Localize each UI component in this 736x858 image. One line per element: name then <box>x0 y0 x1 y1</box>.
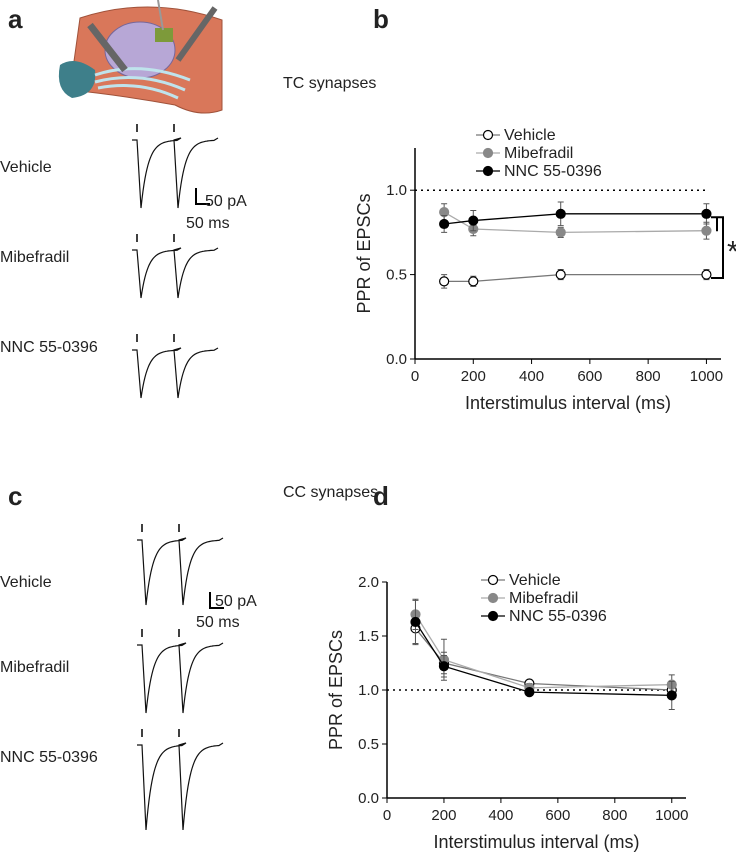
significance-mark: * <box>727 236 736 269</box>
legend-marker <box>482 129 494 141</box>
data-point <box>555 269 566 280</box>
legend-marker <box>482 147 494 159</box>
data-point <box>438 661 450 672</box>
data-point <box>468 276 479 287</box>
trace <box>132 347 219 399</box>
data-point <box>555 208 566 219</box>
x-tick-label: 600 <box>545 807 570 824</box>
scale-label: 50 ms <box>196 614 240 631</box>
trace <box>137 537 224 606</box>
legend-label: Mibefradil <box>504 145 573 162</box>
legend-label: Vehicle <box>504 127 556 144</box>
series-line <box>444 273 707 283</box>
data-point <box>439 218 450 230</box>
data-point <box>439 276 450 287</box>
y-tick-label: 0.5 <box>386 267 407 284</box>
legend-marker <box>487 592 499 604</box>
x-axis-label: Interstimulus interval (ms) <box>433 832 639 852</box>
brain-illustration <box>58 0 223 114</box>
series-line <box>414 614 672 689</box>
x-tick-label: 400 <box>519 368 544 385</box>
x-tick-label: 1000 <box>690 368 723 385</box>
scale-label: 50 ms <box>186 215 230 232</box>
x-tick-label: 0 <box>411 368 419 385</box>
legend-marker <box>482 165 494 177</box>
data-point <box>468 215 479 226</box>
legend-label: NNC 55-0396 <box>504 163 602 180</box>
panel-label: d <box>373 481 389 511</box>
data-point <box>666 690 677 701</box>
trace <box>132 137 219 209</box>
scale-bar <box>195 188 210 205</box>
panel-label: c <box>8 481 22 511</box>
significance-bracket <box>711 216 724 279</box>
y-tick-label: 0.0 <box>358 790 379 807</box>
section-title: CC synapses <box>283 484 378 501</box>
x-tick-label: 0 <box>383 807 391 824</box>
series-line <box>414 628 672 691</box>
data-point <box>701 208 712 219</box>
section-title: TC synapses <box>283 75 376 92</box>
legend-label: Vehicle <box>509 572 561 589</box>
trace <box>132 247 219 299</box>
y-tick-label: 1.0 <box>386 182 407 199</box>
data-point <box>410 616 421 628</box>
trace-label: NNC 55-0396 <box>0 339 98 356</box>
panel-label: b <box>373 4 389 34</box>
x-tick-label: 200 <box>461 368 486 385</box>
data-point <box>701 269 712 280</box>
trace <box>137 642 224 714</box>
legend-label: NNC 55-0396 <box>509 608 607 625</box>
series-line <box>414 621 672 697</box>
y-axis-label: PPR of EPSCs <box>354 193 374 313</box>
x-tick-label: 600 <box>577 368 602 385</box>
scale-bar <box>209 592 224 609</box>
y-tick-label: 1.0 <box>358 682 379 699</box>
data-point <box>555 227 566 238</box>
data-point <box>524 687 535 698</box>
x-tick-label: 400 <box>488 807 513 824</box>
trace-label: Vehicle <box>0 159 52 176</box>
y-tick-label: 1.5 <box>358 628 379 645</box>
x-tick-label: 800 <box>636 368 661 385</box>
panel-label: a <box>8 4 23 34</box>
legend-label: Mibefradil <box>509 590 578 607</box>
legend-marker <box>487 610 499 622</box>
series-line <box>444 213 707 225</box>
y-tick-label: 0.5 <box>358 736 379 753</box>
x-tick-label: 1000 <box>655 807 688 824</box>
trace-label: NNC 55-0396 <box>0 749 98 766</box>
scale-label: 50 pA <box>215 593 257 610</box>
y-axis-label: PPR of EPSCs <box>326 630 346 750</box>
data-point <box>701 225 712 236</box>
legend-marker <box>487 574 499 586</box>
trace-label: Vehicle <box>0 574 52 591</box>
y-tick-label: 2.0 <box>358 574 379 591</box>
trace-label: Mibefradil <box>0 659 69 676</box>
series-line <box>443 211 707 234</box>
x-tick-label: 200 <box>431 807 456 824</box>
trace-label: Mibefradil <box>0 249 69 266</box>
x-axis-label: Interstimulus interval (ms) <box>465 393 671 413</box>
y-tick-label: 0.0 <box>386 351 407 368</box>
x-tick-label: 800 <box>602 807 627 824</box>
scale-label: 50 pA <box>205 193 247 210</box>
trace <box>137 742 224 831</box>
